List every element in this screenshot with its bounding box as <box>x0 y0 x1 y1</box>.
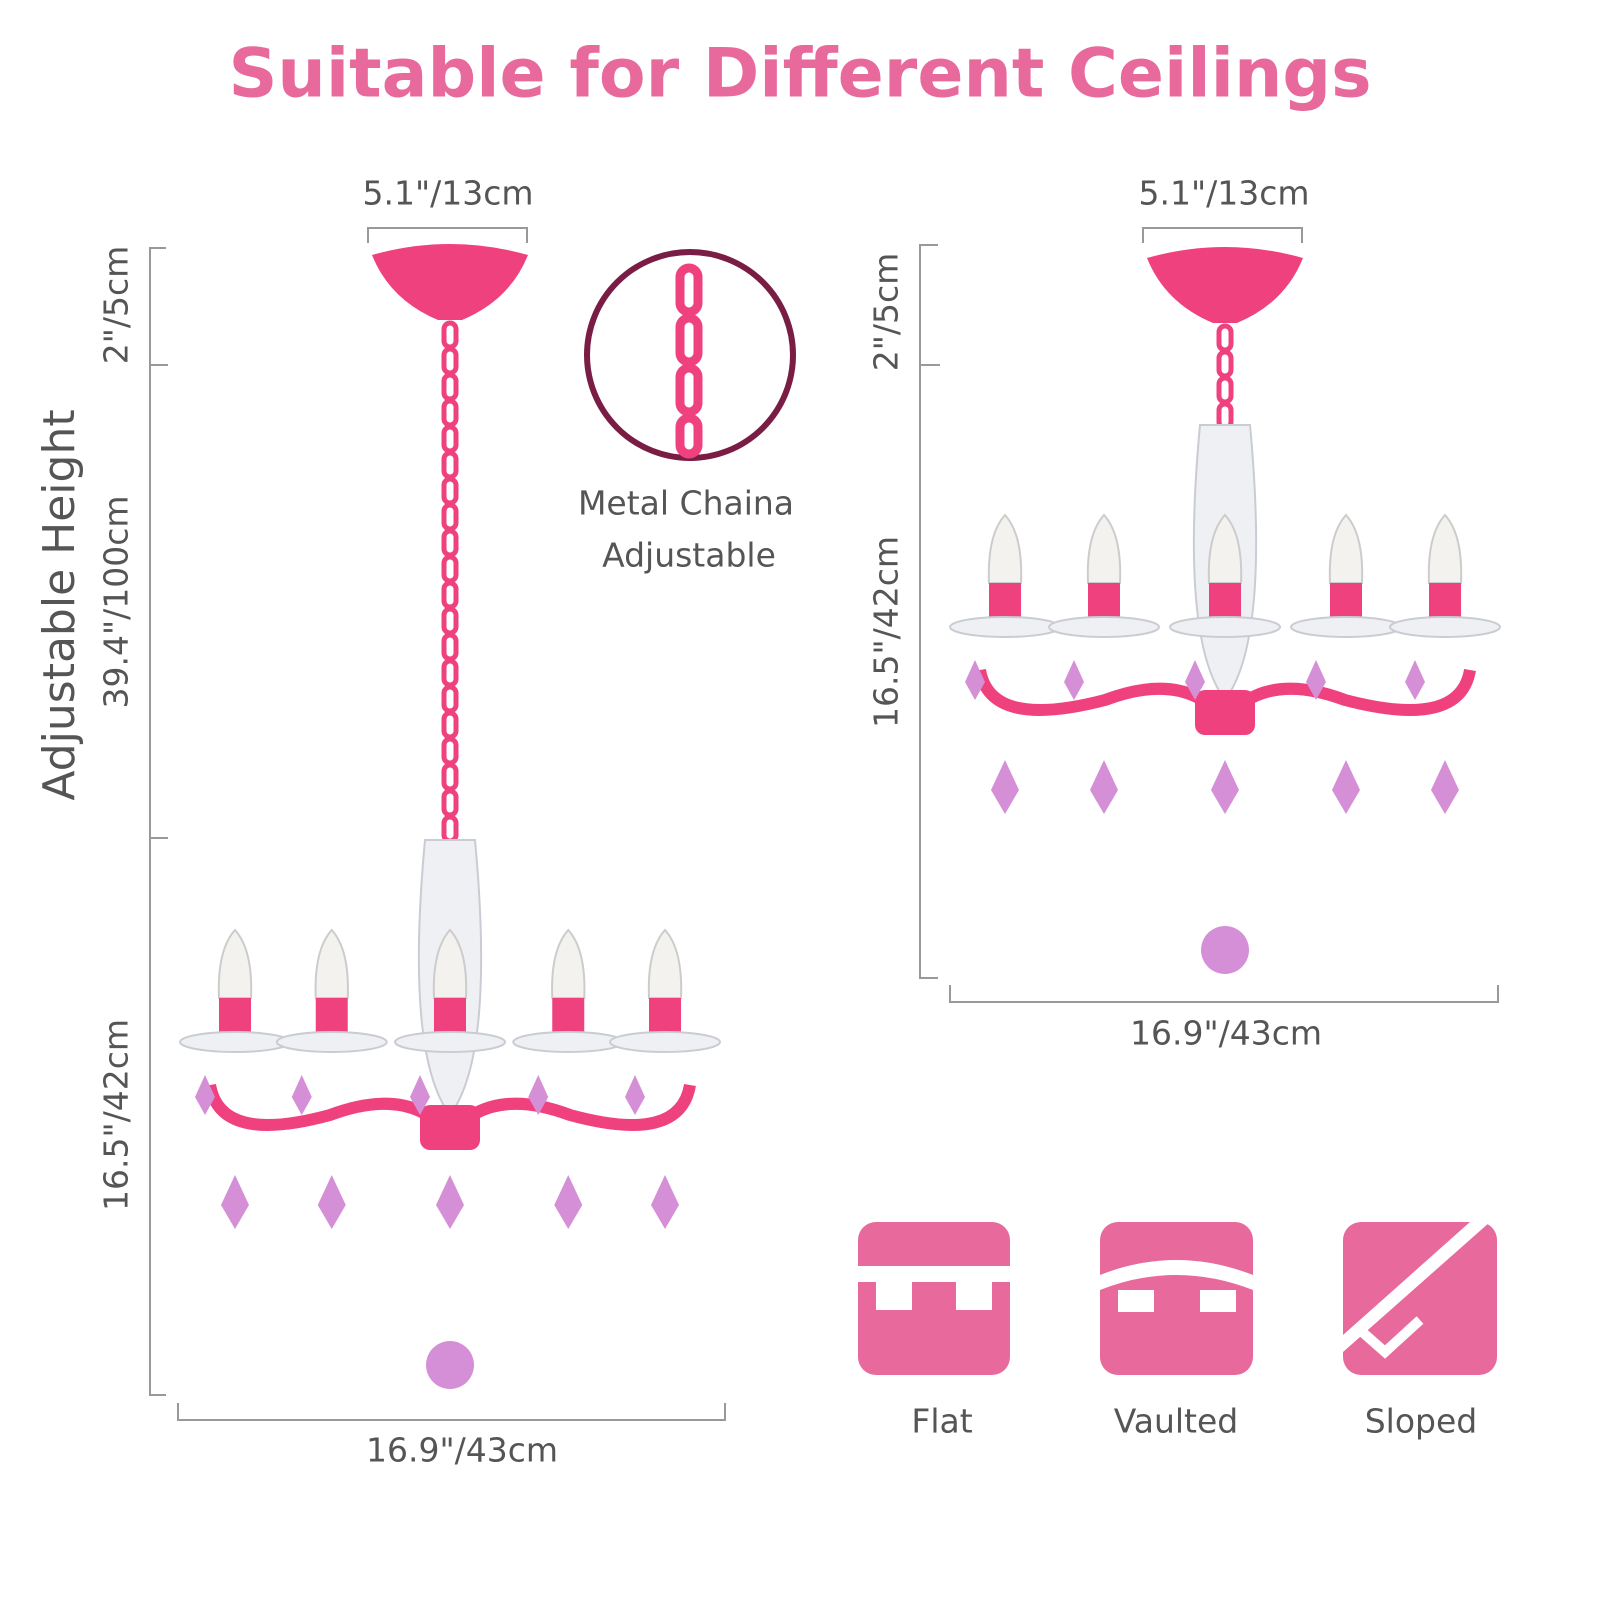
chain-link <box>441 450 459 480</box>
dim-label: 2"/5cm <box>97 246 136 365</box>
bobeche <box>1290 616 1402 638</box>
bobeche <box>609 1031 721 1053</box>
dim-label: 5.1"/13cm <box>1138 174 1309 213</box>
icon-sloped <box>1343 1222 1497 1375</box>
chain-link <box>441 502 459 532</box>
crystal <box>554 1175 583 1229</box>
bulb <box>314 928 349 999</box>
inset-label: Adjustable <box>602 536 776 575</box>
bobeche <box>1169 616 1281 638</box>
chain-link <box>441 580 459 610</box>
canopy <box>372 244 528 320</box>
bobeche <box>512 1031 625 1053</box>
bulb <box>217 928 253 999</box>
dim-label: 16.5"/42cm <box>97 1019 136 1211</box>
chandelier <box>949 247 1501 974</box>
crystal <box>291 1075 312 1115</box>
crystal <box>221 1175 249 1229</box>
bulb <box>1086 513 1122 584</box>
dim-label: 5.1"/13cm <box>362 174 533 213</box>
crystal <box>651 1175 679 1229</box>
bobeche <box>394 1031 506 1053</box>
bobeche <box>949 616 1061 638</box>
bulb <box>647 928 683 999</box>
crystal <box>1064 660 1084 700</box>
chain-link <box>441 684 459 714</box>
chain-link <box>441 528 459 558</box>
dim-label: 39.4"/100cm <box>97 495 136 708</box>
chain-link <box>441 372 459 402</box>
chain-link <box>1216 349 1234 379</box>
chain-link <box>441 346 459 376</box>
crystal <box>410 1075 430 1115</box>
crystal-ball <box>1201 926 1249 974</box>
dim-line <box>949 985 1499 1003</box>
crystal <box>436 1175 464 1229</box>
inset-circle <box>584 249 796 461</box>
bobeche <box>1048 616 1160 638</box>
title: Suitable for Different Ceilings <box>228 35 1371 114</box>
hub <box>420 1105 480 1150</box>
crystal <box>625 1075 645 1115</box>
inset-label: Metal Chaina <box>578 484 794 523</box>
crystal <box>1306 660 1326 700</box>
crystal <box>317 1175 346 1229</box>
dim-label: 16.5"/42cm <box>867 536 906 728</box>
hub <box>1195 690 1255 735</box>
chain-link <box>441 658 459 688</box>
chandelier <box>179 244 721 1389</box>
crystal <box>1211 760 1239 814</box>
canopy <box>1147 247 1303 323</box>
chain-link <box>441 554 459 584</box>
chain-link <box>441 814 459 844</box>
chain-link <box>1216 375 1234 405</box>
side-label: Adjustable Height <box>34 409 85 800</box>
dim-line <box>1142 227 1303 243</box>
bobeche <box>179 1031 291 1053</box>
crystal <box>528 1075 549 1115</box>
ceiling-label: Flat <box>911 1402 972 1441</box>
bulb <box>987 513 1023 584</box>
icon-vaulted <box>1100 1222 1253 1375</box>
chain-link <box>441 762 459 792</box>
chain-link <box>1216 323 1234 353</box>
crystal <box>1332 760 1360 814</box>
ceiling-label: Vaulted <box>1114 1402 1239 1441</box>
chain-link <box>441 320 459 350</box>
chain-link <box>441 632 459 662</box>
chain-link <box>441 424 459 454</box>
ceiling-label: Sloped <box>1365 1402 1478 1441</box>
dim-line <box>919 244 940 979</box>
bulb <box>1427 513 1463 584</box>
crystal <box>1185 660 1205 700</box>
crystal-ball <box>426 1341 474 1389</box>
dim-label: 16.9"/43cm <box>366 1431 558 1470</box>
dim-label: 2"/5cm <box>867 253 906 372</box>
chain-link <box>441 476 459 506</box>
chain-link <box>441 606 459 636</box>
bobeche <box>1389 616 1501 638</box>
crystal <box>1405 660 1425 700</box>
bulb <box>551 928 586 999</box>
bulb <box>1328 513 1364 584</box>
crystal <box>1090 760 1118 814</box>
chain-link <box>441 736 459 766</box>
dim-line <box>149 247 168 1396</box>
crystal <box>965 660 985 700</box>
chain-link <box>441 788 459 818</box>
chain-link <box>441 710 459 740</box>
bulb <box>432 928 468 999</box>
crystal <box>195 1075 215 1115</box>
bobeche <box>275 1031 388 1053</box>
dim-line <box>367 227 528 243</box>
chain-link <box>441 398 459 428</box>
inset-chain <box>675 263 703 459</box>
icon-flat <box>858 1222 1010 1375</box>
crystal <box>991 760 1019 814</box>
dim-line <box>177 1403 726 1421</box>
dim-label: 16.9"/43cm <box>1130 1014 1322 1053</box>
bulb <box>1207 513 1243 584</box>
crystal <box>1431 760 1459 814</box>
